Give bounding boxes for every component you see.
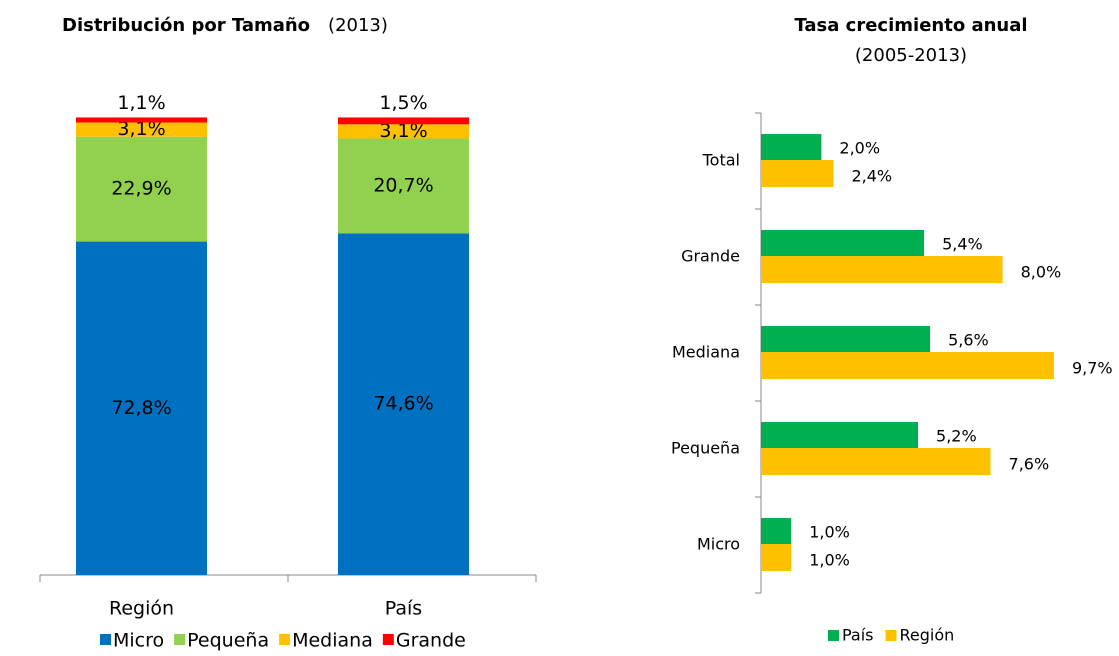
data-label: 72,8% xyxy=(111,397,171,419)
legend-label: Micro xyxy=(113,630,164,652)
bar xyxy=(761,160,834,187)
bar xyxy=(761,326,931,353)
data-label: 5,6% xyxy=(948,331,989,350)
data-label: 74,6% xyxy=(373,393,433,415)
data-label: 1,0% xyxy=(809,523,850,542)
data-label: 8,0% xyxy=(1021,263,1062,282)
data-label: 2,4% xyxy=(851,167,892,186)
bar-segment xyxy=(338,124,469,139)
y-tick-label: Mediana xyxy=(672,343,740,362)
bar xyxy=(761,256,1003,283)
chart-title: Distribución por Tamaño (2013) xyxy=(62,15,388,36)
bar-segment xyxy=(338,117,469,125)
data-label: 22,9% xyxy=(111,178,171,200)
y-tick-label: Total xyxy=(702,151,740,170)
x-tick-label: Región xyxy=(109,598,174,620)
legend-swatch xyxy=(279,634,291,645)
bar-segment xyxy=(338,233,469,575)
legend-swatch xyxy=(382,634,394,645)
bar xyxy=(761,448,991,475)
data-label: 2,0% xyxy=(839,139,880,158)
data-label: 9,7% xyxy=(1072,359,1113,378)
subtitle: (2013) xyxy=(328,15,388,36)
bar xyxy=(761,518,792,545)
data-label: 1,0% xyxy=(809,551,850,570)
bar-segment xyxy=(76,117,207,123)
data-label: 1,1% xyxy=(117,92,165,114)
legend-swatch xyxy=(174,634,186,645)
legend-swatch xyxy=(100,634,111,645)
y-tick-label: Micro xyxy=(697,535,740,554)
chart-title: Tasa crecimiento anual xyxy=(794,15,1027,36)
bar-segment xyxy=(76,122,207,137)
y-tick-label: Pequeña xyxy=(671,439,740,458)
bar-segment xyxy=(338,138,469,234)
data-label: 3,1% xyxy=(117,118,165,140)
chart-subtitle: (2005-2013) xyxy=(855,45,967,66)
bar xyxy=(761,352,1054,379)
bar xyxy=(761,422,919,449)
data-label: 7,6% xyxy=(1009,455,1050,474)
x-tick-label: País xyxy=(385,598,422,620)
data-label: 1,5% xyxy=(379,92,427,114)
data-label: 3,1% xyxy=(379,120,427,142)
legend-swatch xyxy=(885,630,897,641)
legend-label: País xyxy=(842,626,874,645)
legend-label: Grande xyxy=(396,630,466,652)
legend-label: Región xyxy=(900,626,955,645)
bar-segment xyxy=(76,241,207,576)
bar-segment xyxy=(76,136,207,242)
bar xyxy=(761,544,792,571)
data-label: 20,7% xyxy=(373,174,433,196)
title: Distribución por Tamaño xyxy=(62,15,310,36)
data-label: 5,2% xyxy=(936,427,977,446)
legend-label: Mediana xyxy=(292,630,373,652)
bar xyxy=(761,134,822,161)
data-label: 5,4% xyxy=(942,235,983,254)
legend-label: Pequeña xyxy=(187,630,269,652)
y-tick-label: Grande xyxy=(681,247,740,266)
legend-swatch xyxy=(828,630,839,641)
bar xyxy=(761,230,925,257)
